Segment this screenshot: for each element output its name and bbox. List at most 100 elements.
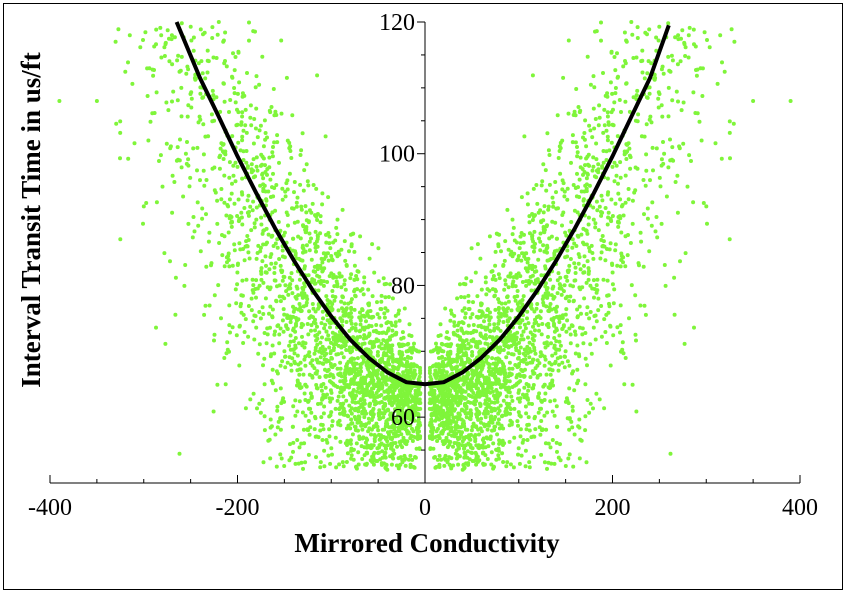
scatter-point [588, 128, 593, 133]
scatter-point [460, 430, 464, 435]
scatter-point [394, 408, 399, 413]
scatter-point [350, 325, 355, 330]
scatter-point [268, 177, 273, 182]
scatter-point [678, 59, 683, 64]
scatter-point [322, 404, 327, 409]
scatter-point [303, 460, 308, 465]
scatter-point [251, 319, 256, 324]
scatter-point [727, 119, 732, 124]
scatter-point [675, 210, 680, 215]
scatter-point [294, 200, 299, 205]
scatter-point [243, 406, 248, 411]
scatter-point [633, 332, 638, 337]
scatter-point [294, 284, 299, 289]
scatter-point [405, 342, 410, 347]
scatter-point [285, 326, 290, 331]
scatter-point [439, 421, 444, 426]
scatter-points [57, 20, 793, 472]
scatter-point [227, 110, 231, 114]
scatter-point [603, 330, 608, 334]
scatter-point [599, 20, 603, 25]
scatter-point [522, 134, 527, 139]
scatter-point [644, 168, 649, 173]
scatter-point [600, 165, 605, 170]
scatter-point [373, 459, 378, 463]
scatter-point [623, 173, 628, 178]
scatter-point [497, 311, 501, 315]
scatter-point [399, 336, 404, 341]
scatter-point [380, 455, 385, 460]
scatter-point [466, 299, 471, 304]
scatter-point [342, 301, 347, 306]
scatter-point [432, 388, 437, 393]
scatter-point [502, 375, 507, 380]
scatter-point [638, 230, 643, 235]
scatter-point [485, 411, 490, 416]
scatter-point [416, 429, 421, 434]
scatter-point [302, 281, 307, 286]
y-tick-label: 100 [379, 142, 415, 168]
scatter-point [245, 234, 250, 238]
scatter-point [476, 417, 481, 422]
scatter-point [539, 219, 544, 224]
scatter-point [339, 274, 344, 279]
scatter-point [399, 425, 404, 430]
scatter-point [339, 247, 344, 252]
scatter-point [320, 269, 325, 274]
scatter-point [175, 58, 180, 63]
scatter-point [118, 119, 123, 124]
scatter-point [550, 353, 555, 358]
scatter-point [249, 123, 254, 128]
scatter-point [225, 260, 229, 265]
scatter-point [541, 162, 546, 167]
scatter-point [610, 164, 615, 169]
scatter-point [489, 462, 494, 467]
scatter-point [341, 406, 346, 411]
scatter-point [384, 342, 389, 347]
scatter-point [602, 317, 607, 322]
scatter-point [440, 364, 445, 369]
scatter-point [517, 461, 522, 466]
scatter-point [788, 99, 793, 103]
scatter-point [432, 401, 437, 406]
scatter-point [457, 436, 462, 441]
scatter-point [388, 282, 392, 287]
scatter-point [583, 163, 587, 168]
scatter-point [371, 314, 376, 319]
scatter-point [459, 349, 464, 354]
scatter-point [270, 185, 274, 190]
scatter-point [406, 421, 411, 426]
scatter-point [201, 152, 206, 157]
scatter-point [500, 438, 505, 443]
scatter-point [526, 351, 531, 355]
scatter-point [210, 25, 215, 30]
scatter-point [555, 449, 559, 454]
scatter-point [575, 314, 580, 319]
scatter-point [400, 445, 405, 450]
scatter-point [449, 308, 453, 313]
scatter-point [232, 201, 237, 206]
scatter-point [468, 386, 473, 391]
scatter-point [471, 373, 476, 378]
scatter-point [731, 121, 736, 126]
scatter-point [683, 45, 688, 50]
scatter-point [647, 85, 652, 90]
scatter-point [496, 272, 501, 277]
scatter-point [304, 162, 309, 167]
scatter-point [168, 259, 172, 264]
scatter-point [370, 459, 375, 464]
scatter-point [335, 254, 340, 259]
scatter-point [486, 361, 491, 366]
scatter-point [536, 410, 541, 415]
scatter-point [512, 435, 517, 440]
scatter-point [261, 144, 266, 149]
scatter-point [452, 313, 457, 318]
scatter-point [198, 249, 203, 254]
scatter-point [471, 401, 476, 406]
scatter-point [482, 319, 486, 324]
scatter-point [449, 372, 453, 377]
scatter-point [150, 111, 155, 116]
scatter-point [551, 200, 556, 205]
scatter-point [316, 288, 321, 293]
scatter-point [337, 418, 342, 423]
